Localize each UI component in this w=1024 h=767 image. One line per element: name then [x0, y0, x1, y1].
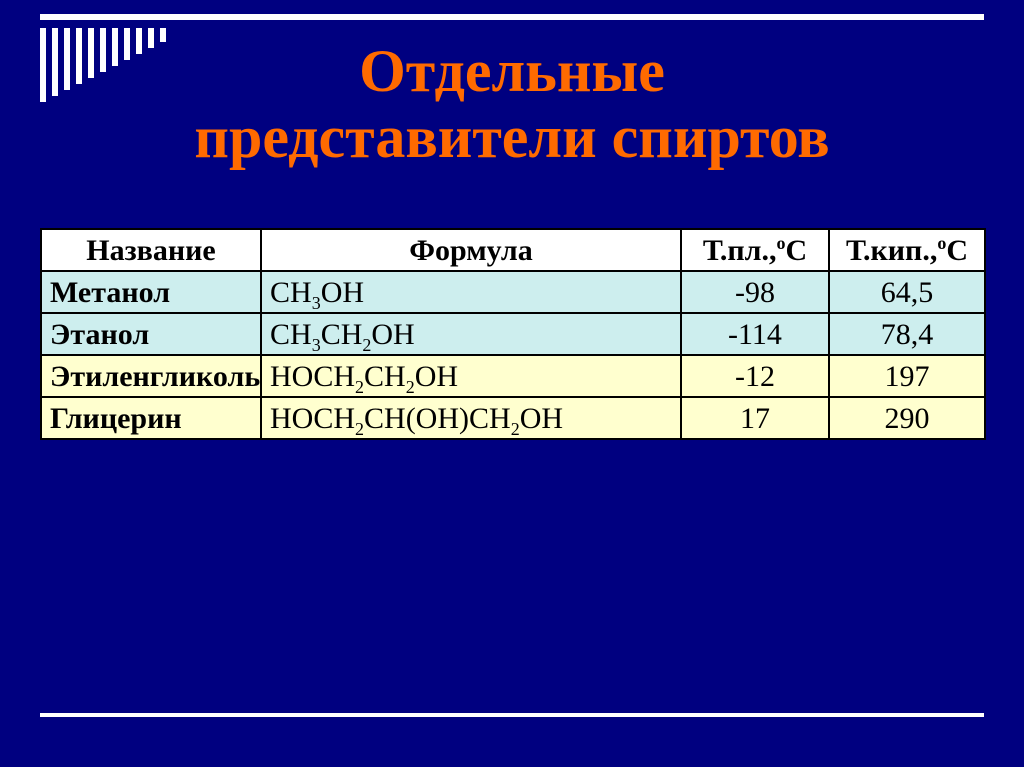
- cell-t-melt: -98: [681, 271, 829, 313]
- cell-t-boil: 197: [829, 355, 985, 397]
- slide-title: Отдельные представители спиртов: [0, 38, 1024, 170]
- alcohols-table: Название Формула Т.пл.,oС Т.кип.,oС Мета…: [40, 228, 986, 440]
- slide: Отдельные представители спиртов Название…: [0, 0, 1024, 767]
- col-formula-header: Формула: [261, 229, 681, 271]
- bottom-rule: [40, 713, 984, 717]
- col-tmelt-header: Т.пл.,oС: [681, 229, 829, 271]
- cell-t-boil: 290: [829, 397, 985, 439]
- cell-t-boil: 78,4: [829, 313, 985, 355]
- cell-formula: HOCH2CH2OH: [261, 355, 681, 397]
- top-rule: [40, 14, 984, 20]
- cell-name: Этиленгликоль: [41, 355, 261, 397]
- cell-t-melt: -12: [681, 355, 829, 397]
- title-line-2: представители спиртов: [194, 104, 829, 170]
- cell-t-boil: 64,5: [829, 271, 985, 313]
- col-name-header: Название: [41, 229, 261, 271]
- cell-t-melt: -114: [681, 313, 829, 355]
- table-row: ЭтанолCH3CH2OH-11478,4: [41, 313, 985, 355]
- cell-formula: CH3OH: [261, 271, 681, 313]
- cell-name: Метанол: [41, 271, 261, 313]
- table-header-row: Название Формула Т.пл.,oС Т.кип.,oС: [41, 229, 985, 271]
- title-line-1: Отдельные: [359, 38, 665, 104]
- col-tboil-header: Т.кип.,oС: [829, 229, 985, 271]
- table-wrap: Название Формула Т.пл.,oС Т.кип.,oС Мета…: [40, 228, 984, 440]
- cell-t-melt: 17: [681, 397, 829, 439]
- cell-formula: HOCH2CH(OH)CH2OH: [261, 397, 681, 439]
- table-row: ГлицеринHOCH2CH(OH)CH2OH17290: [41, 397, 985, 439]
- table-row: ЭтиленгликольHOCH2CH2OH-12197: [41, 355, 985, 397]
- cell-formula: CH3CH2OH: [261, 313, 681, 355]
- cell-name: Глицерин: [41, 397, 261, 439]
- table-row: МетанолCH3OH-9864,5: [41, 271, 985, 313]
- cell-name: Этанол: [41, 313, 261, 355]
